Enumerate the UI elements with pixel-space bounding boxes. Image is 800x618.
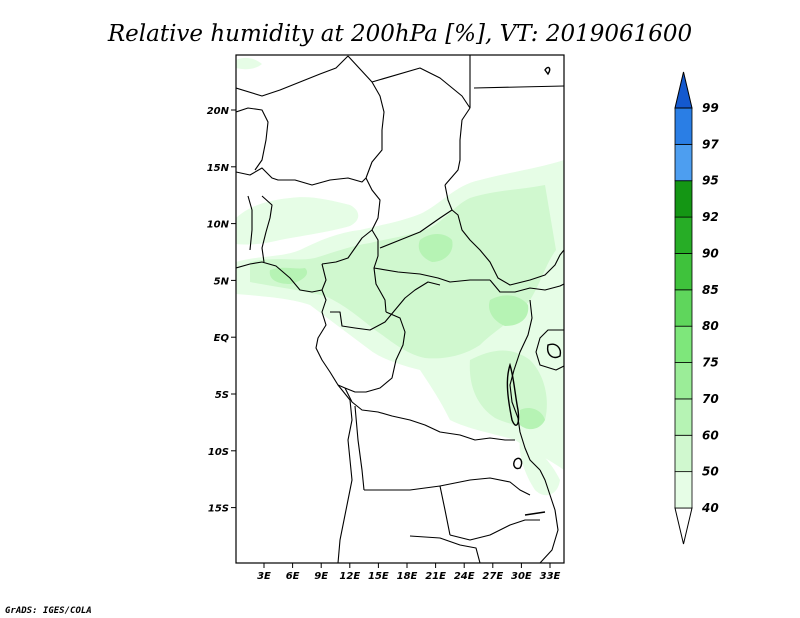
colorbar-label: 50 — [702, 465, 719, 479]
colorbar-segment — [674, 253, 693, 291]
lake-mweru — [513, 457, 523, 470]
colorbar-label: 75 — [702, 356, 719, 370]
map-title: Relative humidity at 200hPa [%], VT: 201… — [107, 21, 692, 47]
rh-40-region-se — [519, 440, 560, 496]
colorbar-segment — [674, 107, 693, 145]
colorbar-label: 90 — [702, 246, 719, 260]
lon-tick-label: 27E — [482, 571, 503, 582]
rh-50-region — [250, 185, 556, 359]
colorbar-label: 70 — [702, 392, 719, 406]
colorbar-segment — [674, 362, 693, 400]
map-frame — [235, 54, 565, 564]
colorbar-label: 97 — [702, 137, 719, 151]
colorbar-segment — [674, 143, 693, 182]
lon-tick-label: 9E — [314, 571, 328, 582]
rh-60-spot-2 — [418, 234, 453, 262]
country-borders — [236, 55, 564, 563]
colorbar-label: 95 — [702, 174, 719, 188]
humidity-shading — [236, 57, 564, 496]
rh-60-spot-1 — [269, 267, 308, 284]
lon-tick-label: 18E — [397, 571, 418, 582]
rh-40-region-nw — [236, 57, 262, 70]
lat-tick-label: 15S — [208, 504, 229, 515]
colorbar-label: 99 — [702, 101, 719, 115]
colorbar-label: 80 — [702, 319, 719, 333]
lake-kariba — [524, 511, 546, 516]
grads-credit: GrADS: IGES/COLA — [5, 606, 92, 616]
colorbar-label: 85 — [702, 283, 719, 297]
rh-60-spot-3 — [489, 295, 529, 326]
colorbar-segment — [674, 180, 693, 218]
rh-60-spot-4 — [520, 408, 545, 430]
lon-tick-label: 3E — [257, 571, 271, 582]
lakes — [506, 66, 562, 516]
lake-nasser — [544, 66, 551, 76]
lat-tick-label: 5S — [215, 390, 229, 401]
colorbar-label: 60 — [702, 428, 719, 442]
map-plot: 20N 15N 10N 5N EQ 5S 10S 15S 3E 6E 9E 12E 15E 18E 21E… — [207, 54, 565, 582]
lake-victoria — [546, 343, 562, 359]
lon-tick-label: 33E — [540, 571, 561, 582]
lat-tick-label: 10N — [207, 220, 230, 231]
lon-tick-label: 6E — [286, 571, 300, 582]
lon-tick-label: 15E — [368, 571, 389, 582]
rh-50-region-south — [469, 350, 547, 426]
lat-tick-label: 5N — [214, 276, 230, 287]
lon-tick-label: 12E — [339, 571, 360, 582]
lon-tick-label: 30E — [511, 571, 532, 582]
lon-tick-label: 21E — [425, 571, 446, 582]
lat-tick-label: 20N — [207, 106, 230, 117]
colorbar-label: 92 — [702, 210, 719, 224]
colorbar-segment — [674, 398, 693, 436]
colorbar-segment — [674, 325, 693, 363]
colorbar-segment — [674, 216, 693, 254]
latitude-axis: 20N 15N 10N 5N EQ 5S 10S 15S — [207, 106, 236, 515]
colorbar: 40 50 60 70 75 80 85 90 92 95 97 99 — [674, 71, 719, 545]
lat-tick-label: 15N — [207, 163, 230, 174]
lat-tick-label: 10S — [208, 447, 229, 458]
longitude-axis: 3E 6E 9E 12E 15E 18E 21E 24E 27E 30E 33E — [257, 563, 561, 582]
colorbar-segment — [674, 471, 693, 509]
lat-tick-label: EQ — [214, 333, 230, 344]
lake-tanganyika — [506, 362, 520, 426]
rh-40-region-north — [236, 197, 359, 245]
colorbar-high-triangle — [674, 71, 693, 109]
colorbar-segment — [674, 289, 693, 327]
colorbar-label: 40 — [701, 501, 719, 515]
colorbar-segment — [674, 434, 693, 473]
lon-tick-label: 24E — [454, 571, 475, 582]
colorbar-low-triangle — [674, 507, 693, 545]
